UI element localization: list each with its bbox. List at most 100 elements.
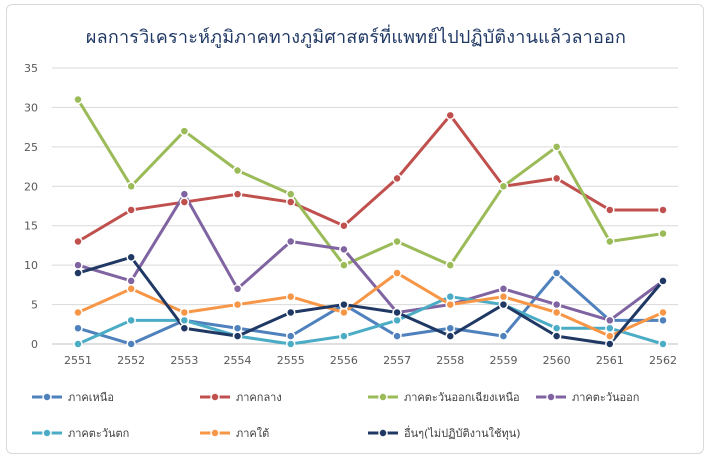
legend-label: อื่นๆ(ไม่ปฏิบัติงานใช้ทุน) [404, 425, 521, 440]
legend-marker [378, 392, 388, 402]
x-axis-ticks: 2551 2552 2553 2554 2555 2556 2557 2558 2559 2560… [64, 354, 677, 367]
legend-marker [546, 392, 556, 402]
legend-marker [378, 428, 388, 438]
x-tick-label: 2562 [649, 354, 677, 367]
data-point [285, 331, 296, 341]
x-tick-label: 2555 [277, 354, 305, 367]
legend-marker [42, 428, 52, 438]
data-point [339, 260, 349, 270]
data-point [498, 299, 509, 310]
data-point [498, 284, 509, 294]
y-tick-label: 30 [24, 101, 38, 114]
x-tick-label: 2551 [64, 354, 92, 367]
data-point [339, 331, 349, 341]
data-point [179, 197, 190, 207]
legend-item[interactable]: ภาคตะวันตก [32, 427, 129, 440]
data-point [658, 205, 668, 215]
legend-item[interactable]: อื่นๆ(ไม่ปฏิบัติงานใช้ทุน) [368, 425, 521, 440]
data-point [73, 260, 83, 270]
data-point [658, 339, 668, 349]
data-point [392, 268, 402, 278]
legend-label: ภาคใต้ [236, 427, 269, 440]
data-point [232, 299, 243, 310]
data-point [179, 315, 190, 326]
data-point [551, 307, 562, 318]
x-tick-label: 2560 [543, 354, 571, 367]
data-point [179, 189, 190, 199]
series-points [73, 94, 668, 349]
legend-item[interactable]: ภาคตะวันออก [536, 391, 639, 404]
series-line-3 [76, 192, 665, 322]
data-point [445, 323, 456, 333]
data-point [339, 244, 349, 255]
legend-label: ภาคตะวันตก [68, 427, 129, 440]
x-tick-label: 2559 [489, 354, 517, 367]
data-point [445, 331, 456, 341]
data-point [445, 260, 456, 270]
legend-label: ภาคตะวันออกเฉียงเหนือ [404, 391, 520, 404]
series-line-4 [76, 295, 665, 346]
data-point [179, 126, 190, 136]
x-tick-label: 2557 [383, 354, 411, 367]
x-tick-label: 2558 [436, 354, 464, 367]
data-point [445, 299, 456, 310]
data-point [498, 181, 509, 192]
series-line-5 [76, 271, 665, 338]
data-point [339, 307, 349, 318]
data-point [392, 236, 402, 247]
legend-label: ภาคเหนือ [68, 391, 114, 404]
legend-item[interactable]: ภาคตะวันออกเฉียงเหนือ [368, 391, 520, 404]
data-point [605, 315, 615, 326]
data-point [285, 291, 296, 302]
data-point [73, 323, 83, 333]
legend-label: ภาคตะวันออก [572, 391, 639, 404]
data-point [658, 228, 668, 239]
legend-item[interactable]: ภาคใต้ [200, 427, 269, 440]
data-point [126, 339, 136, 349]
data-point [126, 205, 136, 215]
x-tick-label: 2554 [224, 354, 252, 367]
data-point [285, 307, 296, 318]
data-point [232, 323, 243, 333]
chart-title: ผลการวิเคราะห์ภูมิภาคทางภูมิศาสตร์ที่แพท… [85, 27, 627, 48]
legend-item[interactable]: ภาคเหนือ [32, 391, 114, 404]
data-point [126, 315, 136, 326]
data-point [339, 220, 349, 231]
x-tick-label: 2561 [596, 354, 624, 367]
data-point [73, 236, 83, 247]
data-point [126, 181, 136, 192]
data-point [179, 323, 190, 333]
y-tick-label: 10 [24, 259, 38, 272]
data-point [658, 276, 668, 286]
y-tick-label: 20 [24, 180, 38, 193]
y-tick-label: 0 [31, 338, 38, 351]
grid-lines [52, 67, 678, 345]
data-point [73, 307, 83, 318]
data-point [658, 315, 668, 326]
data-point [126, 252, 136, 263]
data-point [232, 189, 243, 199]
chart-card [6, 4, 704, 454]
data-point [551, 268, 562, 278]
data-point [605, 205, 615, 215]
y-tick-label: 35 [24, 62, 38, 75]
legend-marker [210, 428, 220, 438]
data-point [551, 331, 562, 341]
data-point [551, 323, 562, 333]
data-point [392, 331, 402, 341]
y-axis-ticks: 0 5 10 15 20 25 30 35 [24, 62, 38, 351]
data-point [551, 173, 562, 184]
data-point [498, 291, 509, 302]
data-point [232, 284, 243, 294]
data-point [285, 236, 296, 247]
data-point [285, 197, 296, 207]
data-point [179, 307, 190, 318]
x-tick-label: 2553 [170, 354, 198, 367]
y-tick-label: 15 [24, 220, 38, 233]
legend-item[interactable]: ภาคกลาง [200, 391, 282, 404]
legend-marker [42, 392, 52, 402]
data-point [445, 110, 456, 121]
series-line-6 [76, 255, 665, 346]
data-point [605, 323, 615, 333]
